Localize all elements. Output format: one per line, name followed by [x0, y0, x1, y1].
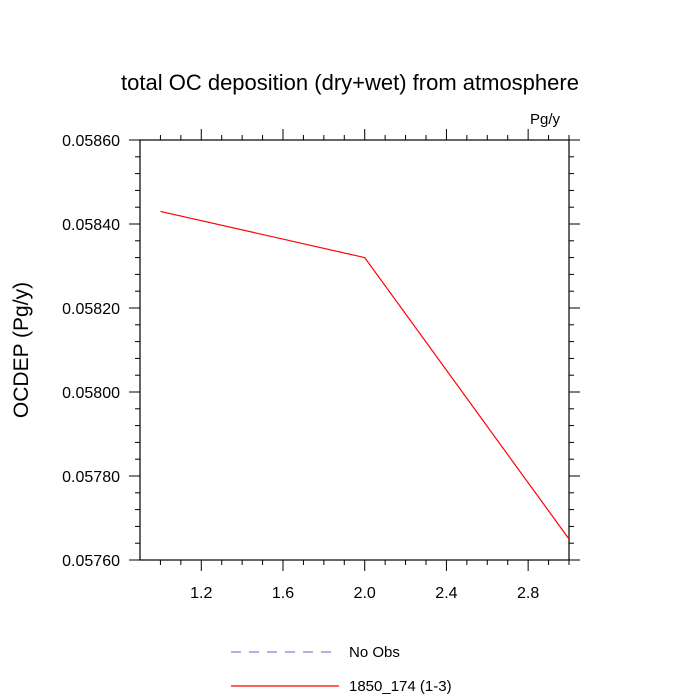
axis-ticks	[129, 129, 580, 571]
series-line	[160, 210, 570, 540]
legend-label: 1850_174 (1-3)	[349, 678, 452, 695]
x-tick-label: 1.6	[272, 585, 294, 602]
plot-frame	[139, 139, 570, 561]
legend-label: No Obs	[349, 644, 400, 661]
y-axis-label: OCDEP (Pg/y)	[10, 282, 33, 418]
x-tick-label: 1.2	[190, 585, 212, 602]
axis-tick-labels: 1.2 1.6 2.0 2.4 2.8 0.05760 0.05780 0.05800 0.05…	[62, 133, 539, 602]
legend: No Obs 1850_174 (1-3)	[231, 644, 452, 695]
units-label: Pg/y	[530, 111, 561, 128]
x-tick-label: 2.4	[435, 585, 457, 602]
y-tick-label: 0.05800	[62, 385, 120, 402]
y-tick-label: 0.05840	[62, 217, 120, 234]
chart-title: total OC deposition (dry+wet) from atmos…	[121, 70, 579, 95]
y-tick-label: 0.05780	[62, 469, 120, 486]
x-tick-label: 2.8	[517, 585, 539, 602]
y-tick-label: 0.05860	[62, 133, 120, 150]
x-tick-label: 2.0	[354, 585, 376, 602]
series-lines	[160, 210, 570, 540]
y-tick-label: 0.05820	[62, 301, 120, 318]
y-tick-label: 0.05760	[62, 553, 120, 570]
